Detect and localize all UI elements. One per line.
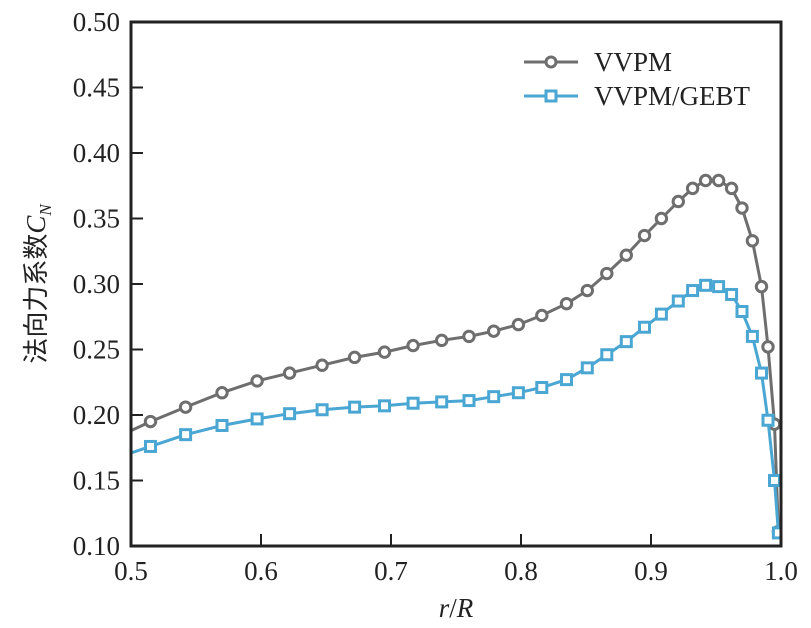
data-point-square: [712, 280, 726, 294]
data-point-circle: [435, 333, 449, 348]
legend-circle-marker-icon: [544, 55, 558, 69]
y-tick-label: 0.35: [73, 204, 120, 234]
y-tick-label: 0.15: [73, 466, 120, 496]
x-axis-label: r/R: [439, 593, 474, 623]
data-point-circle: [637, 228, 652, 243]
data-point-square: [699, 278, 713, 292]
x-tick-label: 0.6: [244, 556, 278, 586]
x-axis-label-R: R: [456, 593, 474, 623]
data-point-square: [745, 329, 759, 343]
data-point-circle: [745, 234, 760, 248]
data-point-square: [560, 373, 573, 387]
data-point-circle: [761, 340, 775, 354]
data-point-square: [406, 396, 420, 410]
data-point-square: [735, 305, 749, 319]
x-tick-label: 0.9: [634, 556, 668, 586]
series-vvpm: [131, 173, 781, 539]
y-tick-label: 0.20: [73, 400, 120, 430]
legend-item-vvpm: VVPM: [524, 47, 672, 77]
data-point-circle: [559, 296, 574, 311]
series-line: [131, 179, 780, 532]
data-point-circle: [685, 181, 700, 196]
y-axis-label-main: 法向力系数: [22, 234, 52, 364]
data-point-square: [315, 403, 329, 417]
data-point-square: [348, 400, 362, 414]
data-point-square: [511, 386, 525, 400]
data-point-square: [654, 307, 668, 321]
x-axis-label-r: r: [439, 593, 450, 623]
y-tick-label: 0.30: [73, 269, 120, 299]
legend-item-vvpm-gebt: VVPM/GEBT: [524, 81, 751, 111]
data-point-square: [435, 395, 449, 409]
x-tick-label: 0.5: [114, 556, 148, 586]
data-point-circle: [250, 374, 264, 388]
data-point-square: [619, 335, 633, 349]
data-point-circle: [178, 400, 193, 414]
x-tick-label: 0.8: [504, 556, 538, 586]
data-point-circle: [754, 279, 769, 294]
data-point-circle: [143, 414, 158, 429]
data-point-square: [378, 399, 391, 413]
data-point-circle: [315, 358, 329, 372]
data-point-square: [638, 320, 651, 334]
series-vvpm-gebt: [131, 278, 781, 540]
data-point-circle: [282, 366, 297, 380]
data-point-circle: [580, 283, 594, 298]
data-point-square: [179, 428, 193, 442]
legend-square-marker-icon: [544, 89, 558, 103]
y-axis-label-symbol: C: [21, 215, 51, 234]
data-point-square: [600, 348, 614, 362]
y-tick-label: 0.10: [73, 531, 120, 561]
data-point-circle: [406, 338, 420, 353]
data-point-circle: [215, 386, 229, 400]
x-tick-label: 0.7: [374, 556, 408, 586]
data-point-circle: [377, 345, 392, 359]
data-point-circle: [487, 324, 501, 338]
y-axis-label: 法向力系数CN: [21, 203, 55, 364]
data-point-circle: [535, 308, 549, 323]
y-tick-label: 0.25: [73, 335, 120, 365]
x-axis-label-slash: /: [449, 593, 457, 623]
data-point-circle: [671, 194, 685, 209]
y-axis-label-subscript: N: [36, 203, 55, 217]
data-point-square: [250, 412, 264, 426]
x-tick-label: 1.0: [764, 556, 798, 586]
data-point-circle: [654, 211, 669, 226]
data-point-circle: [600, 266, 614, 281]
data-point-square: [462, 394, 476, 408]
data-point-circle: [698, 173, 713, 188]
ticks-layer: 0.5 0.6 0.7 0.8 0.9 1.0 0.10 0.15 0.20 0.25 0.30 0.…: [73, 7, 798, 586]
data-point-circle: [711, 173, 726, 188]
series-line: [131, 283, 780, 534]
data-point-circle: [735, 201, 749, 215]
data-point-square: [755, 366, 768, 380]
data-point-square: [671, 294, 685, 308]
data-point-square: [283, 407, 297, 421]
data-point-square: [686, 284, 700, 298]
y-tick-label: 0.40: [73, 138, 120, 168]
data-point-circle: [724, 181, 739, 196]
legend-label-vvpm-gebt: VVPM/GEBT: [594, 81, 751, 111]
y-tick-label: 0.45: [73, 73, 120, 103]
data-point-square: [761, 413, 775, 427]
data-point-square: [144, 439, 157, 453]
data-point-circle: [462, 329, 476, 344]
legend-label-vvpm: VVPM: [594, 47, 672, 77]
data-point-square: [580, 361, 594, 375]
data-point-square: [535, 380, 549, 394]
series-layer: [131, 173, 781, 540]
data-point-circle: [511, 317, 526, 332]
data-point-circle: [347, 350, 362, 365]
data-point-circle: [619, 248, 633, 262]
data-point-square: [215, 418, 229, 432]
data-point-square: [487, 390, 501, 404]
y-tick-label: 0.50: [73, 7, 120, 37]
data-point-square: [768, 474, 781, 487]
legend: VVPM VVPM/GEBT: [524, 47, 751, 111]
data-point-square: [771, 526, 781, 540]
data-point-square: [725, 287, 739, 301]
